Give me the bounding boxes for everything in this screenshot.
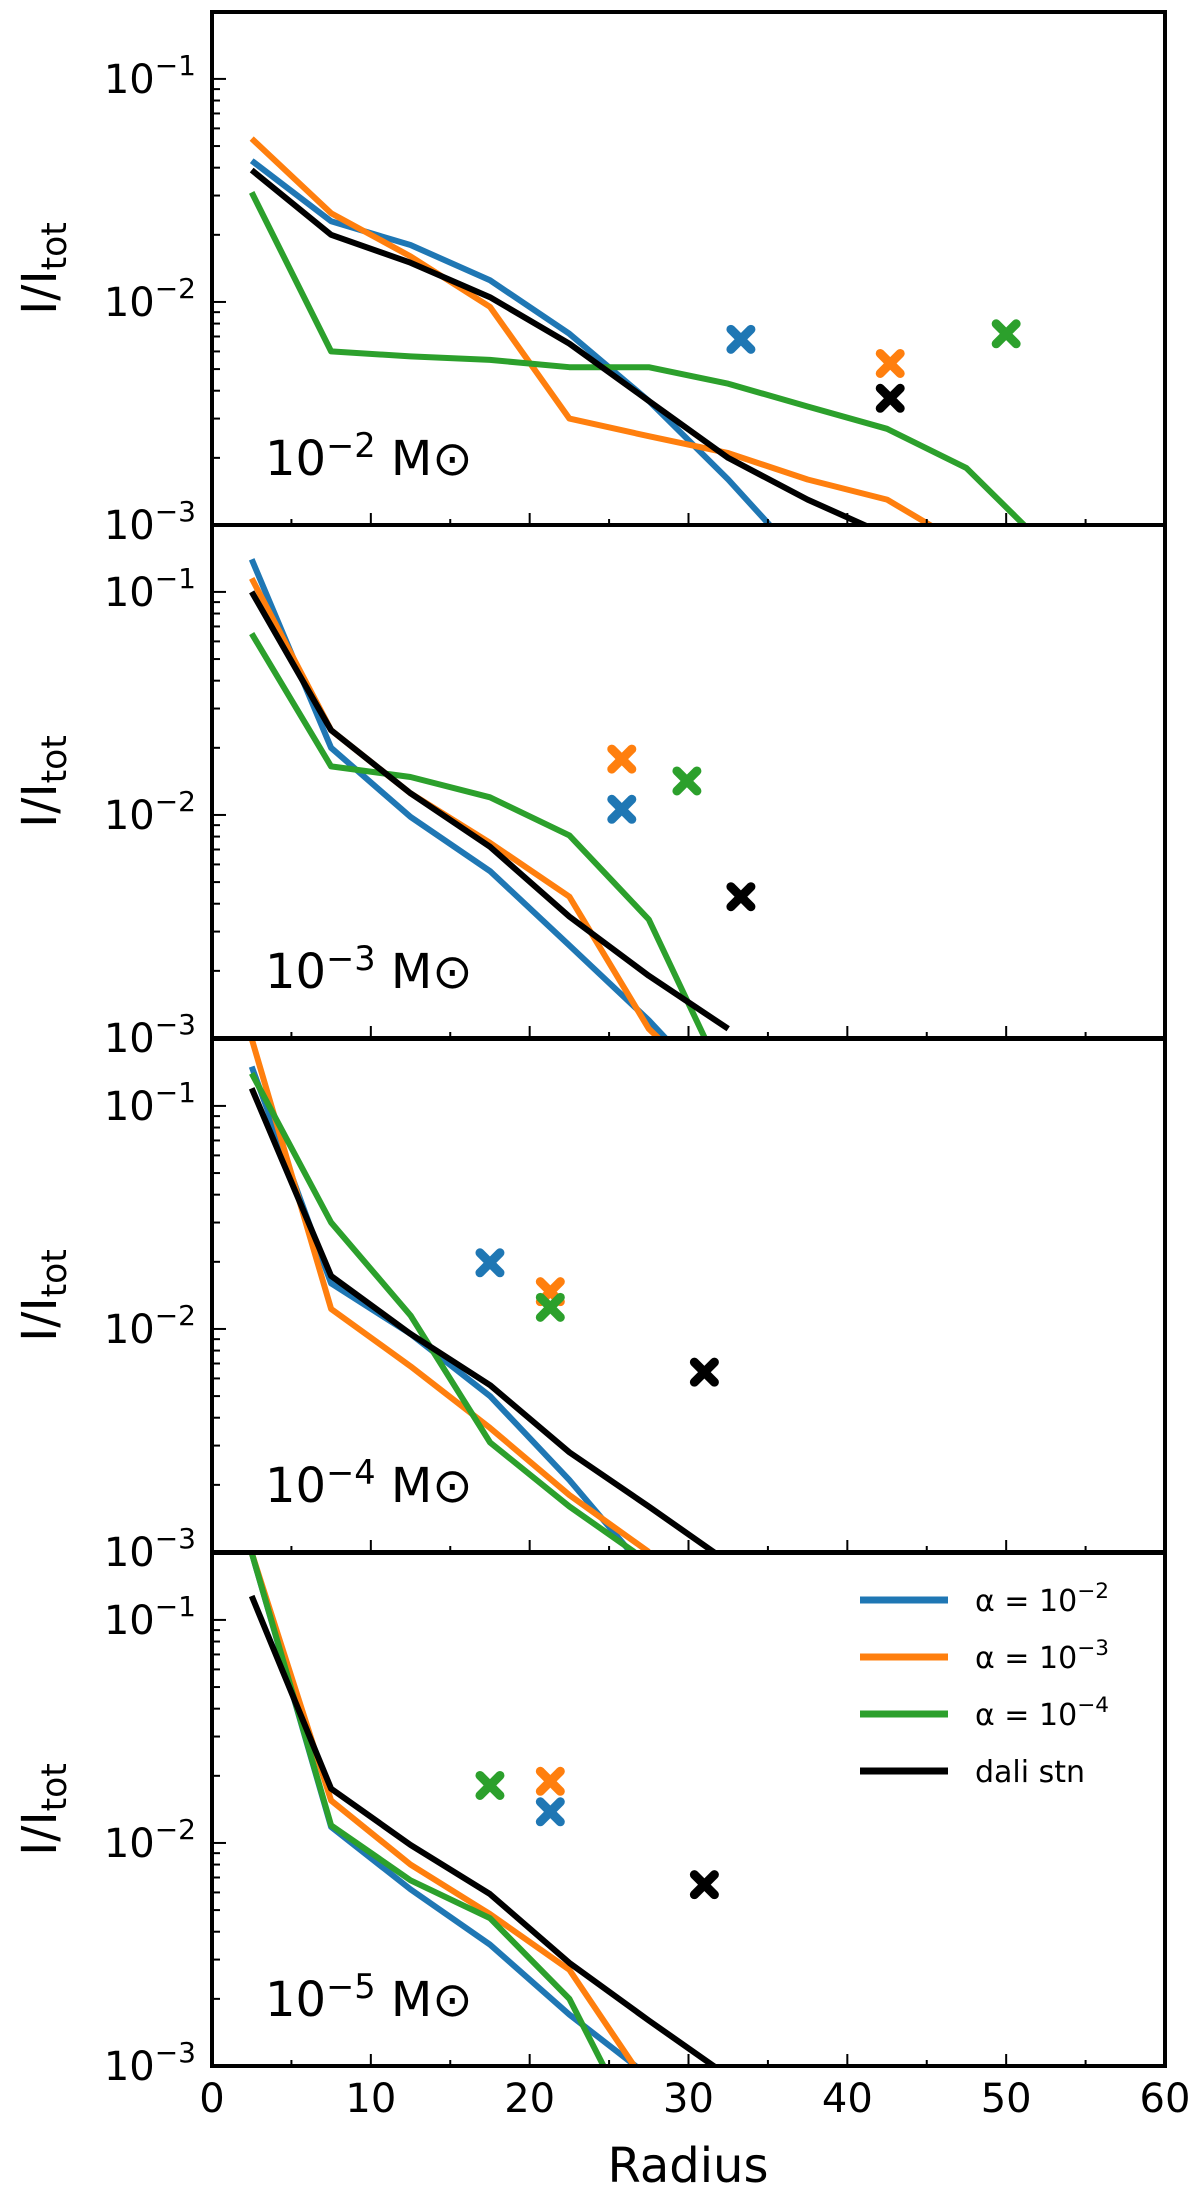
marker-a1e2 <box>607 794 637 824</box>
marker-stroke <box>875 348 905 378</box>
marker-dali <box>726 882 756 912</box>
x-tick-label: 30 <box>663 2076 714 2122</box>
y-tick-label: 10−2 <box>104 1813 196 1867</box>
panel-3-plot-area <box>248 1039 721 1553</box>
y-axis-ticks: 10−1 10−2 10−3 <box>104 1076 226 1576</box>
marker-stroke <box>689 1357 719 1387</box>
x-tick-label: 40 <box>822 2076 873 2122</box>
panel-4: 10−1 10−2 10−3 10−5 M⊙ I/Itot <box>12 1551 1167 2090</box>
marker-stroke <box>726 882 756 912</box>
marker-a1e3 <box>535 1766 565 1796</box>
x-tick-label: 60 <box>1140 2076 1191 2122</box>
panel-frame <box>210 1551 1167 2068</box>
y-tick-label: 10−1 <box>104 1076 196 1130</box>
marker-stroke <box>875 383 905 413</box>
marker-stroke <box>726 324 756 354</box>
panel-2-plot-area <box>248 558 730 1039</box>
y-tick-label: 10−1 <box>104 49 196 103</box>
marker-stroke <box>475 1770 505 1800</box>
y-axis-ticks: 10−1 10−2 10−3 <box>104 1590 226 2090</box>
marker-stroke <box>689 1870 719 1900</box>
series-line-dali <box>249 167 872 525</box>
marker-a1e3 <box>875 348 905 378</box>
marker-a1e4 <box>991 319 1021 349</box>
marker-a1e4 <box>672 766 702 796</box>
y-axis-label: I/Itot <box>12 1763 75 1856</box>
panel-mass-label: 10−4 M⊙ <box>265 1453 472 1514</box>
marker-stroke <box>672 766 702 796</box>
series-line-a1e4 <box>249 1071 641 1553</box>
y-tick-label: 10−3 <box>104 1008 196 1062</box>
legend: α = 10−2 α = 10−3 α = 10−4 dali stn <box>860 1579 1109 1790</box>
marker-a1e2 <box>726 324 756 354</box>
y-axis-ticks: 10−1 10−2 10−3 <box>104 49 226 549</box>
series-line-a1e4 <box>249 632 709 1039</box>
x-tick-label: 10 <box>345 2076 396 2122</box>
marker-stroke <box>535 1797 565 1827</box>
legend-label-dali: dali stn <box>975 1755 1085 1790</box>
panel-3: 10−1 10−2 10−3 10−4 M⊙ I/Itot <box>12 1037 1167 1576</box>
legend-label-a1e3: α = 10−3 <box>975 1636 1109 1676</box>
legend-label-a1e2: α = 10−2 <box>975 1579 1109 1619</box>
series-line-a1e4 <box>249 191 1029 525</box>
legend-label-a1e4: α = 10−4 <box>975 1693 1109 1733</box>
marker-stroke <box>535 1292 565 1322</box>
y-tick-label: 10−1 <box>104 562 196 616</box>
y-axis-label: I/Itot <box>12 1249 75 1342</box>
y-tick-label: 10−1 <box>104 1590 196 1644</box>
panel-4-plot-area <box>248 1553 719 2066</box>
series-line-dali <box>249 590 730 1032</box>
x-tick-label: 50 <box>981 2076 1032 2122</box>
panel-mass-label: 10−3 M⊙ <box>265 939 472 1000</box>
marker-stroke <box>607 794 637 824</box>
y-tick-label: 10−2 <box>104 272 196 326</box>
panel-1: 10−1 10−2 10−3 10−2 M⊙ I/Itot <box>12 10 1167 549</box>
y-axis-label: I/Itot <box>12 222 75 315</box>
marker-a1e4 <box>535 1292 565 1322</box>
x-tick-label: 0 <box>199 2076 224 2122</box>
series-line-a1e3 <box>248 1039 651 1553</box>
x-tick-label: 20 <box>504 2076 555 2122</box>
y-axis-ticks: 10−1 10−2 10−3 <box>104 562 226 1062</box>
series-line-a1e2 <box>249 158 774 525</box>
marker-stroke <box>475 1248 505 1278</box>
panel-1-plot-area <box>249 136 1029 525</box>
marker-a1e3 <box>607 744 637 774</box>
marker-a1e2 <box>475 1248 505 1278</box>
x-axis-label: Radius <box>608 2138 769 2194</box>
y-tick-label: 10−2 <box>104 785 196 839</box>
series-line-a1e4 <box>248 1553 607 2066</box>
marker-dali <box>689 1870 719 1900</box>
series-line-dali <box>248 1087 721 1553</box>
series-line-a1e3 <box>249 136 936 525</box>
y-tick-label: 10−2 <box>104 1299 196 1353</box>
marker-dali <box>689 1357 719 1387</box>
marker-stroke <box>607 744 637 774</box>
y-tick-label: 10−3 <box>104 1522 196 1576</box>
panel-mass-label: 10−5 M⊙ <box>265 1967 472 2028</box>
series-line-dali <box>248 1594 719 2066</box>
marker-a1e4 <box>475 1770 505 1800</box>
series-line-a1e2 <box>248 558 671 1039</box>
marker-stroke <box>535 1766 565 1796</box>
marker-a1e2 <box>535 1797 565 1827</box>
marker-dali <box>875 383 905 413</box>
y-axis-label: I/Itot <box>12 735 75 828</box>
x-axis: 0 10 20 30 40 50 60 <box>199 2076 1190 2122</box>
y-tick-label: 10−3 <box>104 495 196 549</box>
panels-layer: 10−110−210−310−2 M⊙I/Itot10−110−210−310−… <box>12 10 1167 2090</box>
panel-mass-label: 10−2 M⊙ <box>265 426 472 487</box>
y-tick-label: 10−3 <box>104 2036 196 2090</box>
panel-2: 10−1 10−2 10−3 10−3 M⊙ I/Itot <box>12 523 1167 1062</box>
marker-stroke <box>991 319 1021 349</box>
